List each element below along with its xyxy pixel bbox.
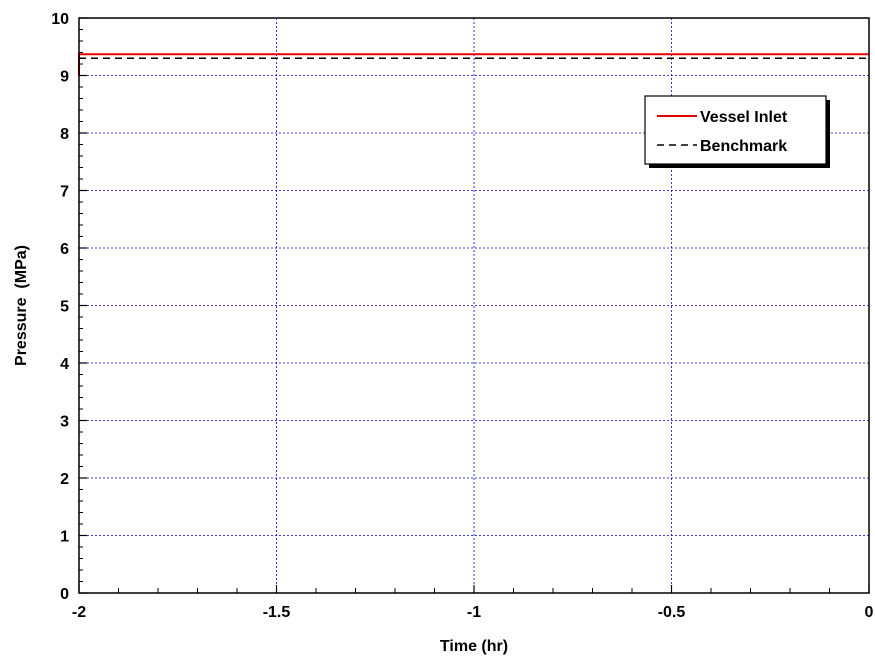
y-tick-label: 3	[60, 414, 69, 431]
y-tick-label: 0	[60, 586, 69, 603]
y-tick-label: 5	[60, 299, 69, 316]
y-tick-label: 6	[60, 241, 69, 258]
y-axis-title: Pressure (MPa)	[13, 245, 30, 366]
y-axis-ticks: 0 1 2 3 4 5 6 7 8 9 10	[51, 11, 87, 603]
x-tick-label: -1	[467, 604, 481, 621]
y-tick-label: 9	[60, 69, 69, 86]
legend-label-vessel-inlet: Vessel Inlet	[700, 109, 788, 126]
x-tick-label: -1.5	[263, 604, 291, 621]
y-tick-label: 1	[60, 529, 69, 546]
y-tick-label: 8	[60, 126, 69, 143]
y-tick-label: 2	[60, 471, 69, 488]
x-axis-ticks: -2 -1.5 -1 -0.5 0	[72, 585, 874, 621]
x-tick-label: -0.5	[658, 604, 686, 621]
y-tick-label: 4	[60, 356, 69, 373]
series-layer	[78, 53, 869, 76]
legend-label-benchmark: Benchmark	[700, 138, 787, 155]
legend-box	[644, 95, 827, 165]
x-axis-title: Time (hr)	[440, 638, 508, 655]
legend: Vessel Inlet Benchmark	[644, 95, 830, 168]
series-line-vessel-inlet	[78, 53, 869, 76]
x-tick-label: -2	[72, 604, 86, 621]
y-tick-label: 7	[60, 184, 69, 201]
x-tick-label: 0	[865, 604, 874, 621]
y-tick-label: 10	[51, 11, 69, 28]
